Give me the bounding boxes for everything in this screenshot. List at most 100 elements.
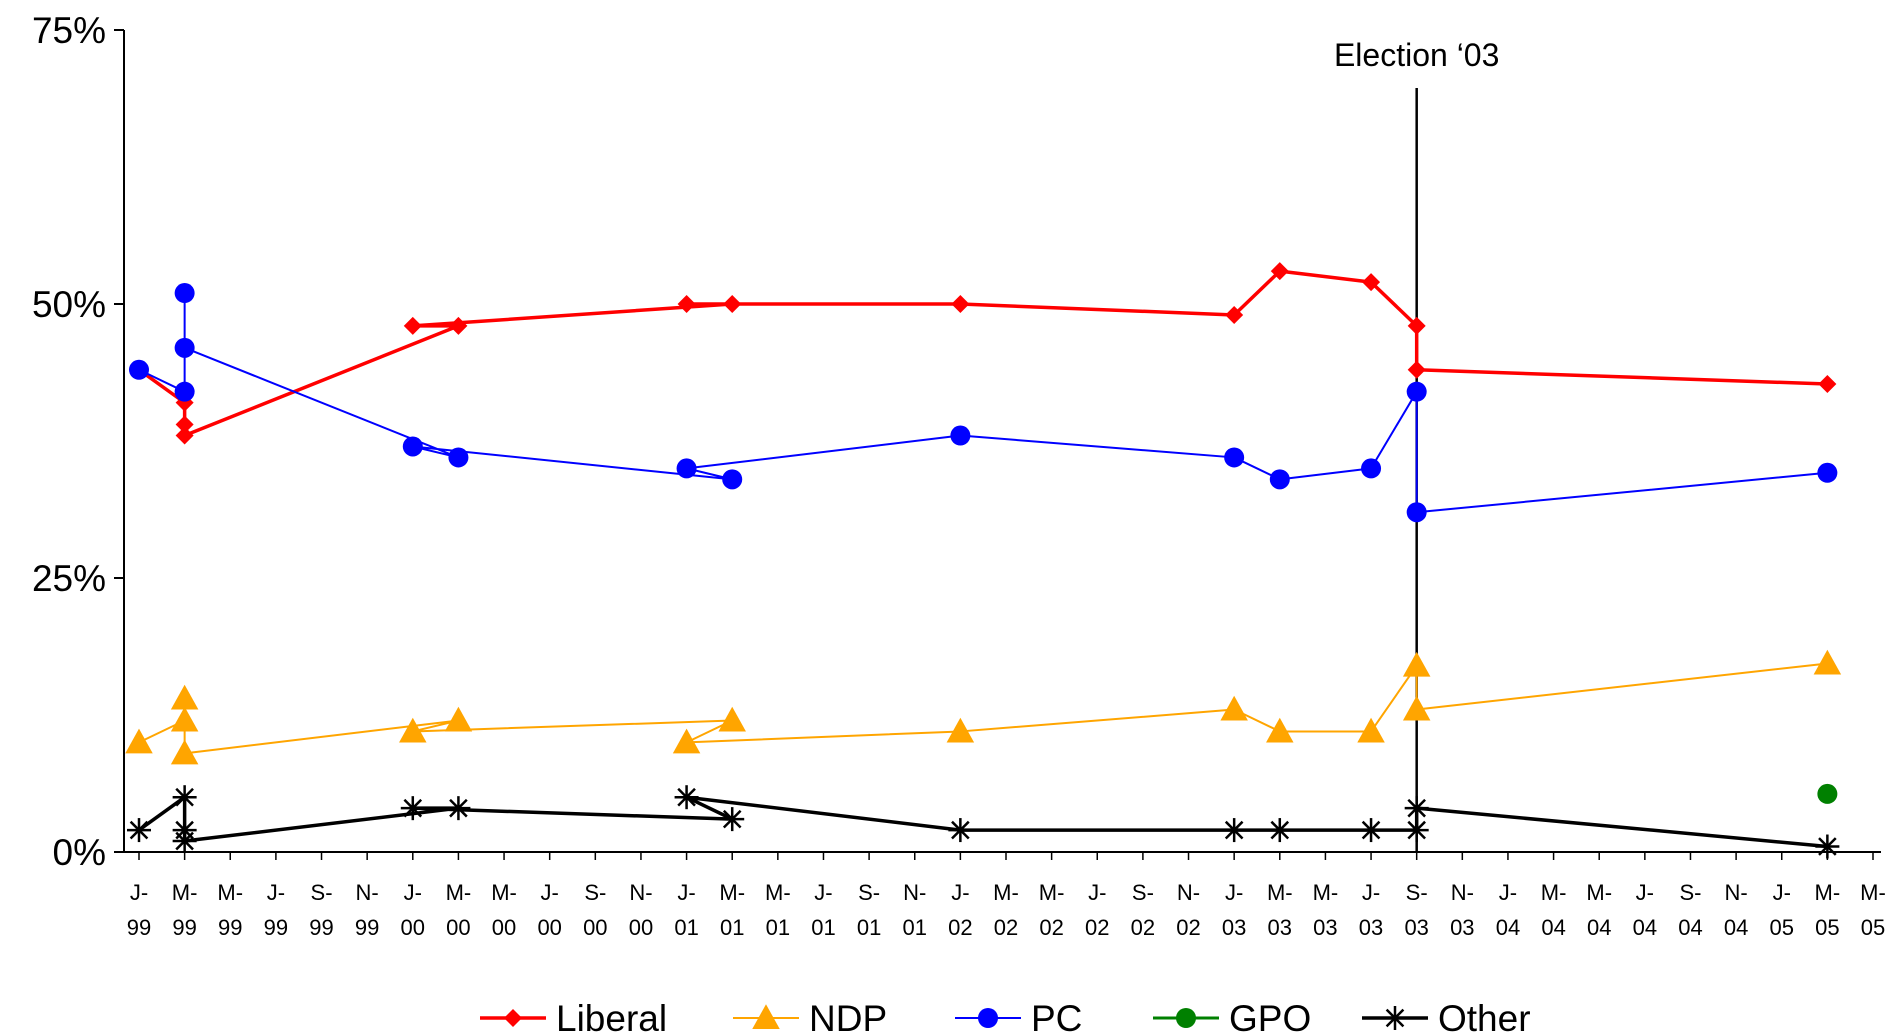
legend-label: NDP — [809, 998, 887, 1034]
y-tick-label: 0% — [53, 832, 106, 873]
x-tick-month: M- — [1541, 880, 1567, 905]
x-tick-month: S- — [1132, 880, 1154, 905]
liberal-point — [1225, 305, 1244, 324]
ndp-point — [946, 717, 975, 743]
x-tick-month: M- — [1039, 880, 1065, 905]
x-tick-year: 03 — [1313, 915, 1337, 940]
x-tick-year: 02 — [948, 915, 972, 940]
pc-point — [722, 469, 743, 490]
x-tick-year: 04 — [1633, 915, 1657, 940]
ndp-point — [1402, 695, 1431, 721]
x-tick-year: 00 — [583, 915, 607, 940]
x-tick-month: S- — [311, 880, 333, 905]
liberal-point — [175, 415, 194, 434]
x-tick-month: M- — [217, 880, 243, 905]
liberal-point — [1362, 273, 1381, 292]
x-tick-label: N- 04 — [1724, 880, 1748, 940]
liberal-point — [1407, 360, 1426, 379]
x-tick-month: S- — [584, 880, 606, 905]
liberal-point — [951, 295, 970, 313]
legend-label: Liberal — [556, 998, 667, 1034]
x-tick-year: 03 — [1450, 915, 1474, 940]
x-tick-label: M- 04 — [1586, 880, 1612, 940]
series-other — [127, 785, 1840, 859]
x-tick-label: J- 01 — [674, 880, 698, 940]
pc-point — [676, 458, 697, 479]
legend-label: PC — [1031, 998, 1082, 1034]
other-point — [172, 785, 197, 810]
ndp-point — [170, 739, 199, 765]
x-tick-month: J- — [814, 880, 832, 905]
other-point — [1359, 818, 1384, 843]
x-tick-month: M- — [719, 880, 745, 905]
pc-point — [129, 359, 149, 380]
legend-swatch-marker — [504, 1009, 522, 1027]
x-tick-month: N- — [903, 880, 926, 905]
x-tick-label: J- 01 — [811, 880, 835, 940]
x-tick-month: N- — [1177, 880, 1200, 905]
x-tick-label: S- 00 — [583, 880, 607, 940]
x-tick-year: 04 — [1678, 915, 1702, 940]
ndp-point — [170, 706, 199, 732]
ndp-point — [718, 706, 746, 732]
pc-point — [1224, 447, 1245, 468]
legend-label: Other — [1438, 998, 1531, 1034]
x-tick-year: 03 — [1359, 915, 1383, 940]
ndp-point — [170, 684, 199, 710]
x-tick-label: J- 03 — [1359, 880, 1383, 940]
legend: Liberal NDP PC GPO Other — [480, 998, 1531, 1034]
x-tick-label: J- 02 — [1085, 880, 1109, 940]
x-tick-month: J- — [1362, 880, 1380, 905]
x-tick-year: 04 — [1541, 915, 1565, 940]
series-pc — [129, 283, 1838, 523]
pc-point — [950, 425, 971, 446]
x-tick-month: J- — [677, 880, 695, 905]
pc-point — [448, 447, 469, 468]
x-tick-month: S- — [858, 880, 880, 905]
other-point — [400, 796, 425, 821]
x-tick-label: S- 99 — [309, 880, 333, 940]
x-tick-label: M- 00 — [446, 880, 472, 940]
liberal-point — [1270, 262, 1289, 281]
x-tick-month: S- — [1406, 880, 1428, 905]
y-tick-label: 25% — [32, 558, 106, 599]
series-group — [125, 262, 1842, 859]
other-line — [137, 795, 1828, 849]
x-tick-label: S- 02 — [1131, 880, 1155, 940]
x-tick-label: M- 02 — [1039, 880, 1065, 940]
x-tick-label: J- 04 — [1496, 880, 1520, 940]
x-tick-month: J- — [1499, 880, 1517, 905]
x-tick-year: 02 — [1131, 915, 1155, 940]
x-tick-month: M- — [1586, 880, 1612, 905]
other-point — [720, 807, 745, 832]
pc-point — [1817, 462, 1838, 483]
x-tick-label: J- 05 — [1769, 880, 1793, 940]
ndp-point — [1813, 649, 1842, 675]
x-tick-label: N- 03 — [1450, 880, 1474, 940]
x-tick-year: 00 — [446, 915, 470, 940]
x-tick-label: M- 01 — [719, 880, 745, 940]
legend-item-pc: PC — [955, 998, 1082, 1034]
x-tick-label: S- 03 — [1404, 880, 1428, 940]
liberal-point — [1407, 316, 1426, 335]
x-tick-label: M- 03 — [1313, 880, 1339, 940]
x-tick-label: N- 00 — [629, 880, 653, 940]
x-tick-month: J- — [1773, 880, 1791, 905]
pc-line — [138, 292, 1828, 514]
x-tick-month: J- — [1636, 880, 1654, 905]
other-point — [1222, 818, 1247, 843]
x-tick-year: 04 — [1724, 915, 1748, 940]
x-tick-year: 03 — [1222, 915, 1246, 940]
x-tick-label: M- 02 — [993, 880, 1019, 940]
x-tick-label: J- 00 — [537, 880, 561, 940]
x-tick-month: N- — [356, 880, 379, 905]
other-point — [446, 796, 471, 821]
x-tick-year: 05 — [1861, 915, 1885, 940]
x-tick-month: N- — [1724, 880, 1747, 905]
liberal-point — [175, 426, 194, 445]
legend-item-other: Other — [1362, 998, 1531, 1034]
legend-label: GPO — [1229, 998, 1311, 1034]
x-tick-year: 05 — [1815, 915, 1839, 940]
x-tick-label: J- 04 — [1633, 880, 1657, 940]
x-tick-year: 00 — [492, 915, 516, 940]
